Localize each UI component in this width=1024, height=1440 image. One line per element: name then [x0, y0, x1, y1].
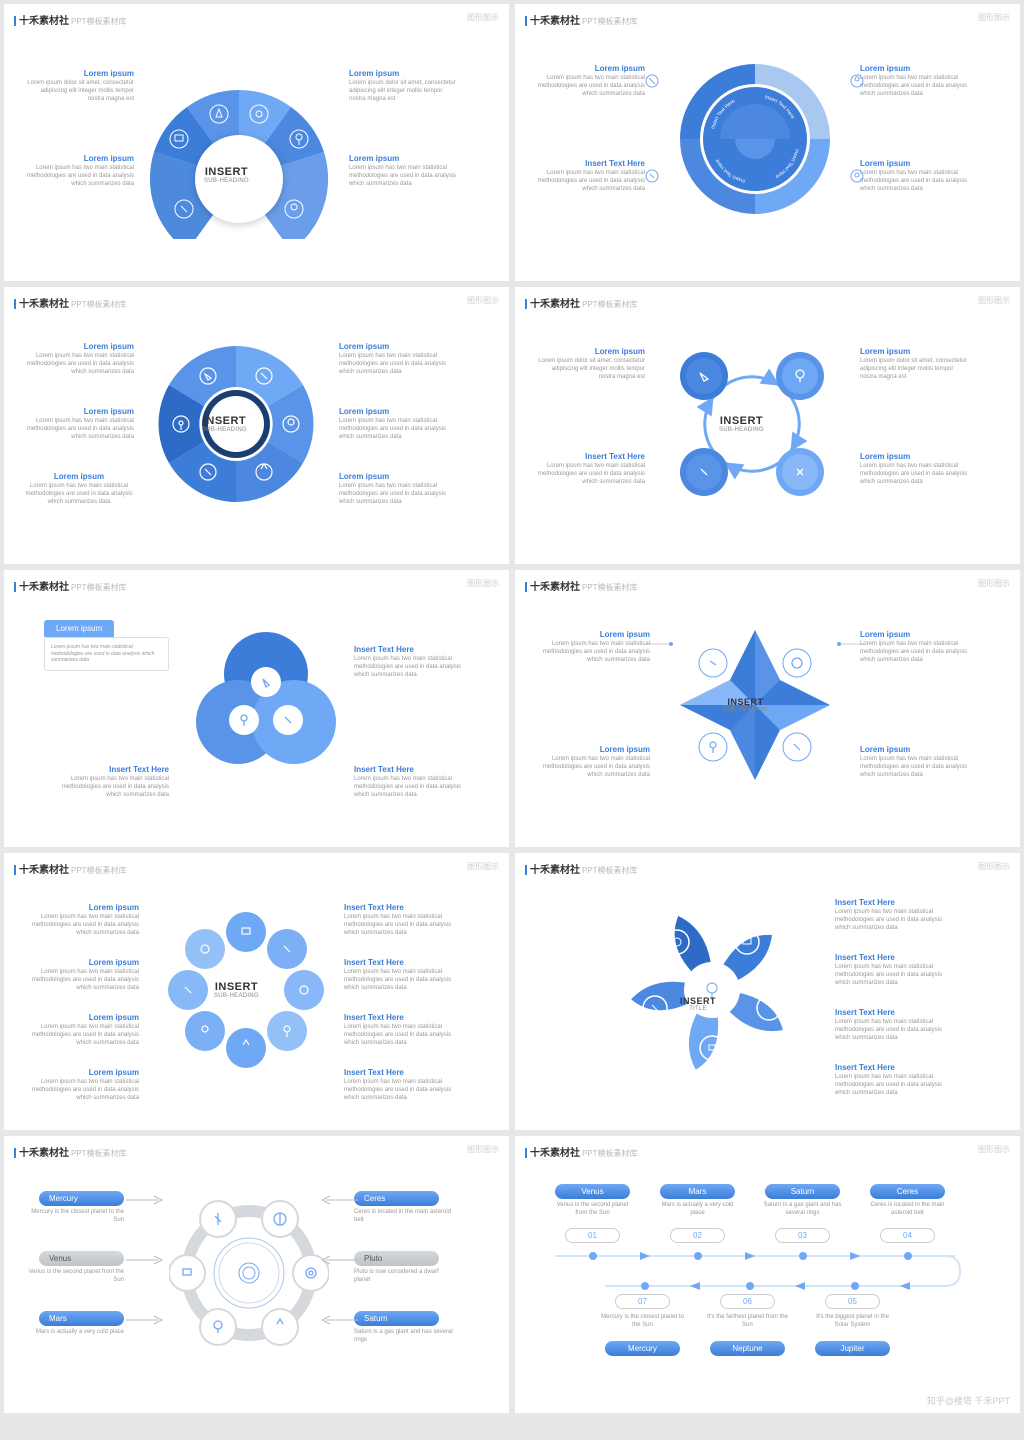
slide-9-hub: 十禾素材社PPT模板素材库 图形图示 Mercury Mercury is th… — [4, 1136, 509, 1413]
slide-5-venn: 十禾素材社PPT模板素材库 图形图示 Lorem ipsum Lorem ips… — [4, 570, 509, 847]
center-label: INSERTSUB-HEADING — [204, 166, 249, 184]
propeller-5 — [620, 898, 805, 1083]
venn-3 — [189, 625, 344, 780]
brand: 十禾素材社PPT模板素材库 — [14, 12, 127, 27]
text-box: Lorem ipsum has two main statistical met… — [44, 637, 169, 671]
fan-diagram — [144, 59, 334, 239]
slide-8-propeller: 十禾素材社PPT模板素材库 图形图示 INSERTTITLE Insert Te… — [515, 853, 1020, 1130]
tab-header: Lorem ipsum — [44, 620, 114, 637]
slide-6-star: 十禾素材社PPT模板素材库 图形图示 INSERTSUB-HEADING Lor… — [515, 570, 1020, 847]
slide-7-ring8: 十禾素材社PPT模板素材库 图形图示 INSERTSUB-HEADING Lor… — [4, 853, 509, 1130]
footer-watermark: 知乎@楼塔 千禾PPT — [927, 1394, 1010, 1407]
slide-10-timeline: 十禾素材社PPT模板素材库 图形图示 Venus Mars Saturn Cer… — [515, 1136, 1020, 1413]
hub-6 — [169, 1186, 329, 1361]
slide-3-donut6: 十禾素材社PPT模板素材库 图形图示 INSERTSUB-HEADING Lor… — [4, 287, 509, 564]
timeline-path — [545, 1246, 975, 1296]
slide-2-spiral: 十禾素材社PPT模板素材库 图形图示 Insert Text Here Inse… — [515, 4, 1020, 281]
spiral-diagram: Insert Text Here Insert Text Here Insert… — [670, 54, 840, 224]
watermark: 图形图示 — [467, 12, 499, 23]
slide-1-fan: 十禾素材社PPT模板素材库 图形图示 INSERTSUB-HEADING Lor… — [4, 4, 509, 281]
slide-4-arrows: 十禾素材社PPT模板素材库 图形图示 INSERTSUB-HEADING Lor… — [515, 287, 1020, 564]
